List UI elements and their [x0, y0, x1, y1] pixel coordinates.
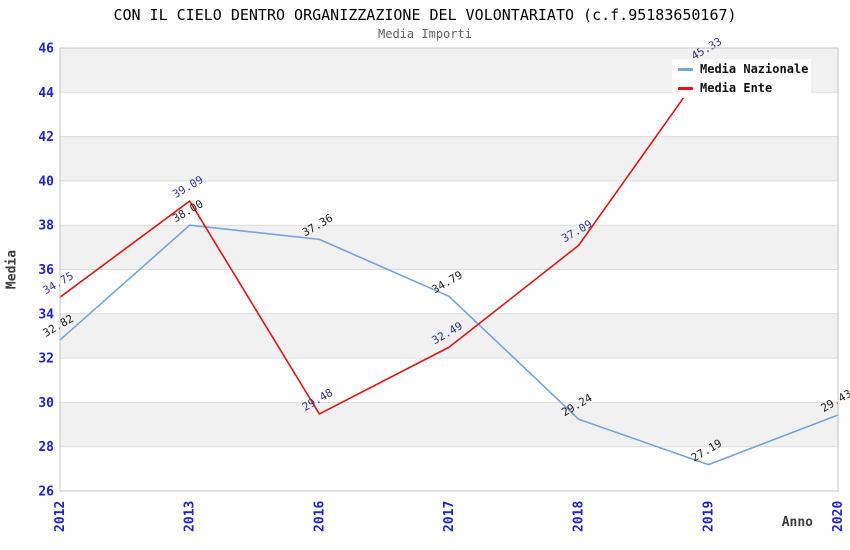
grid-band — [60, 136, 838, 181]
y-tick-label: 32 — [38, 352, 54, 367]
y-tick-label: 36 — [38, 263, 54, 278]
grid-band — [60, 402, 838, 447]
y-tick-label: 40 — [38, 174, 54, 189]
legend-item-media-ente[interactable]: Media Ente — [672, 80, 811, 96]
x-tick-label: 2016 — [312, 501, 327, 532]
x-tick-label: 2020 — [831, 501, 846, 532]
y-tick-label: 34 — [38, 307, 54, 322]
y-tick-label: 42 — [38, 130, 54, 145]
series-line-media-ente — [59, 62, 710, 415]
legend: Media Nazionale Media Ente — [672, 59, 811, 98]
x-tick-label: 2019 — [701, 501, 716, 532]
x-tick-label: 2013 — [183, 501, 198, 532]
chart-subtitle: Media Importi — [378, 27, 472, 41]
chart-title: CON IL CIELO DENTRO ORGANIZZAZIONE DEL V… — [113, 6, 737, 24]
x-tick-label: 2017 — [442, 501, 457, 532]
series-line-media-nazionale — [59, 224, 839, 466]
plot-border — [59, 47, 839, 492]
x-tick-label: 2012 — [53, 501, 68, 532]
y-tick-label: 26 — [38, 485, 54, 500]
grid-band — [60, 313, 838, 359]
legend-label-media-nazionale: Media Nazionale — [700, 62, 809, 76]
y-tick-label: 38 — [38, 219, 54, 234]
legend-label-media-ente: Media Ente — [700, 81, 773, 95]
x-tick-label: 2018 — [572, 501, 587, 532]
y-tick-label: 30 — [38, 396, 54, 411]
legend-swatch-media-ente — [678, 86, 693, 90]
legend-swatch-media-nazionale — [678, 67, 693, 71]
y-tick-label: 28 — [38, 440, 54, 455]
y-tick-label: 46 — [38, 42, 54, 57]
x-axis-title: Anno — [781, 515, 813, 530]
grid-band — [60, 225, 838, 270]
y-tick-label: 44 — [38, 86, 54, 101]
legend-item-media-nazionale[interactable]: Media Nazionale — [672, 61, 811, 77]
